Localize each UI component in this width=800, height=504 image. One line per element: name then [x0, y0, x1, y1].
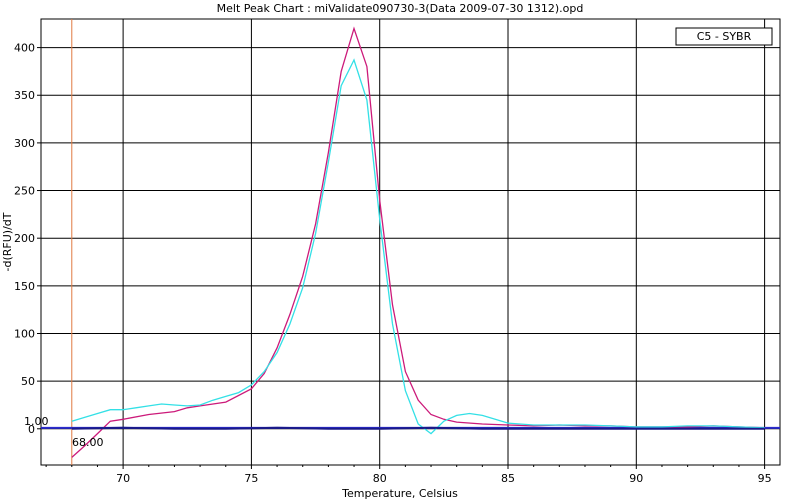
legend-label: C5 - SYBR	[697, 30, 752, 43]
y-tick-label: 200	[14, 232, 35, 245]
y-tick-label: 400	[14, 42, 35, 55]
series-line-2	[71, 58, 765, 435]
begin-marker-label: 68.00	[72, 436, 104, 449]
plot-frame	[40, 18, 781, 466]
x-tick-label: 85	[501, 472, 515, 485]
y-tick-label: 50	[21, 375, 35, 388]
legend-box	[675, 27, 773, 46]
threshold-label: 1.00	[24, 415, 49, 428]
y-tick-label: 250	[14, 185, 35, 198]
grid-lines	[41, 19, 780, 465]
axes: 70 75 80 85 90 95 0 50 100 150 200 250 300 350 400	[14, 42, 772, 485]
y-tick-label: 150	[14, 280, 35, 293]
y-tick-label: 350	[14, 89, 35, 102]
series-layer	[41, 19, 780, 465]
plot-area	[40, 18, 781, 466]
y-tick-label: 0	[28, 423, 35, 436]
x-tick-label: 90	[629, 472, 643, 485]
x-tick-label: 70	[116, 472, 130, 485]
y-axis-label: -d(RFU)/dT	[1, 212, 14, 271]
y-tick-label: 300	[14, 137, 35, 150]
x-tick-label: 75	[244, 472, 258, 485]
y-tick-label: 100	[14, 327, 35, 340]
legend: C5 - SYBR	[675, 27, 773, 46]
series-line-3	[71, 426, 765, 430]
chart-title: Melt Peak Chart : miValidate090730-3(Dat…	[217, 2, 584, 15]
x-axis-label: Temperature, Celsius	[341, 487, 458, 500]
x-tick-label: 95	[758, 472, 772, 485]
x-tick-label: 80	[373, 472, 387, 485]
